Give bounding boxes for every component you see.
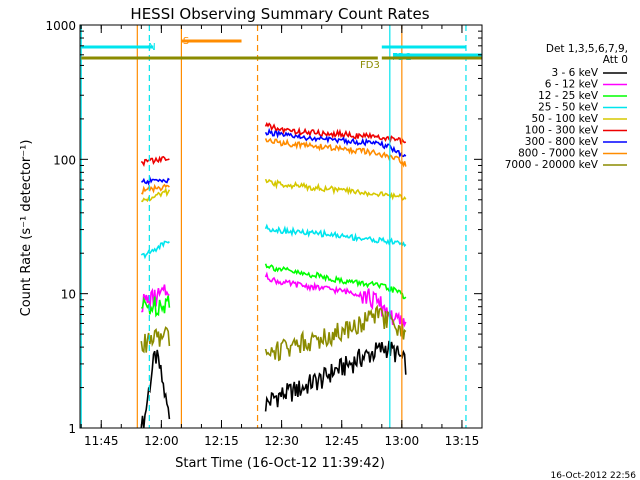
series-trace-7-0 (141, 183, 170, 195)
series-layer (140, 121, 407, 429)
x-tick-label-6: 13:15 (445, 434, 480, 448)
x-tick-label-4: 12:45 (324, 434, 359, 448)
series-trace-8-0 (140, 326, 171, 354)
series-trace-2-0 (140, 295, 171, 318)
series-trace-7-1 (264, 137, 407, 168)
flag-label-1: S (183, 36, 189, 47)
flag-label-0: N (148, 42, 155, 53)
legend-label-4: 50 - 100 keV (531, 113, 598, 125)
legend-label-3: 25 - 50 keV (538, 102, 599, 114)
flag-bars: NSFD2FD3 (81, 36, 482, 71)
chart-title: HESSI Observing Summary Count Rates (130, 5, 429, 23)
y-tick-label-0: 1 (68, 422, 76, 436)
x-tick-label-0: 11:45 (84, 434, 119, 448)
x-tick-label-3: 12:30 (264, 434, 299, 448)
legend-label-6: 300 - 800 keV (525, 136, 599, 148)
legend-label-5: 100 - 300 keV (525, 125, 599, 137)
y-tick-label-1: 10 (61, 288, 76, 302)
y-tick-label-2: 100 (53, 153, 76, 167)
vertical-markers (80, 25, 467, 428)
legend-label-7: 800 - 7000 keV (518, 148, 599, 160)
plot-frame (79, 24, 483, 429)
series-trace-5-0 (140, 155, 170, 167)
x-tick-label-5: 13:00 (385, 434, 420, 448)
legend-header-1: Att 0 (603, 54, 628, 66)
legend-label-0: 3 - 6 keV (551, 67, 598, 79)
axes: 11:45 12:00 12:15 12:30 12:45 13:00 13:15 1 10 10… (45, 19, 483, 448)
series-trace-3-1 (264, 223, 407, 248)
series-trace-0-0 (140, 349, 171, 429)
legend-label-1: 6 - 12 keV (545, 79, 599, 91)
series-trace-6-1 (264, 127, 407, 158)
y-tick-label-3: 1000 (45, 19, 76, 33)
series-trace-3-0 (140, 240, 170, 260)
series-trace-8-1 (264, 304, 407, 362)
x-tick-label-2: 12:15 (204, 434, 239, 448)
series-trace-6-0 (141, 175, 170, 187)
legend-label-8: 7000 - 20000 keV (505, 159, 599, 171)
series-trace-4-1 (264, 178, 407, 202)
x-tick-label-1: 12:00 (144, 434, 179, 448)
series-trace-4-0 (141, 186, 171, 203)
flag-label-3: FD3 (360, 60, 380, 71)
legend-header-0: Det 1,3,5,6,7,9, (546, 43, 628, 55)
legend-label-2: 12 - 25 keV (538, 90, 599, 102)
footer-timestamp: 16-Oct-2012 22:56 (551, 471, 637, 480)
series-trace-0-1 (264, 340, 407, 412)
series-trace-5-1 (264, 121, 407, 145)
x-axis-label: Start Time (16-Oct-12 11:39:42) (175, 456, 385, 471)
y-axis-label: Count Rate (s⁻¹ detector⁻¹) (19, 140, 34, 317)
series-trace-2-1 (264, 263, 407, 300)
